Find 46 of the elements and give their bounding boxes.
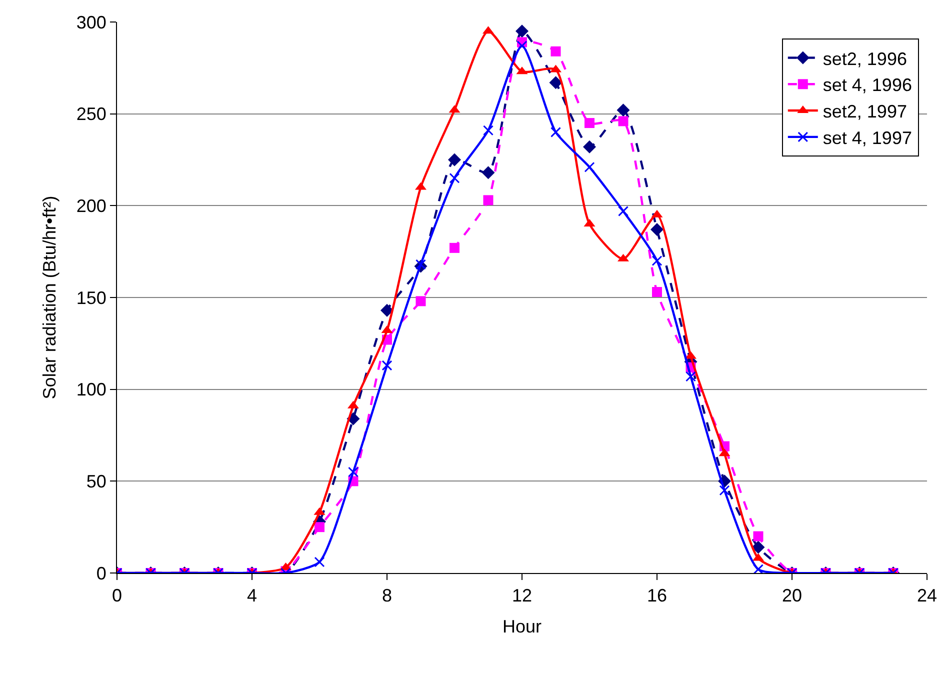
point [516,24,528,38]
point [753,564,764,573]
x-tick-label: 24 [916,586,938,606]
point [416,259,426,270]
point [516,40,528,52]
point [483,195,494,206]
point [380,304,394,317]
point [416,296,426,306]
legend-label: set2, 1997 [822,102,907,122]
y-tick-label: 100 [76,380,106,400]
point [584,118,594,128]
y-axis-title: Solar radiation (Btu/hr•ft²) [40,196,60,400]
legend-label: set 4, 1997 [822,128,912,148]
x-tick-label: 12 [512,586,532,606]
point [482,166,495,180]
legend-label: set 4, 1996 [822,75,912,96]
point [618,116,628,126]
point [450,242,460,253]
x-axis-title: Hour [502,616,542,637]
y-tick-label: 250 [76,104,106,124]
y-tick-label: 150 [76,288,106,308]
point [549,76,562,90]
x-tick-label: 0 [112,586,122,606]
y-tick-label: 300 [76,12,106,32]
point [382,360,392,371]
x-tick-label: 8 [382,586,392,606]
point [483,125,494,136]
point [550,126,561,138]
y-tick-label: 200 [76,196,106,216]
point [448,153,461,166]
y-tick-label: 0 [96,563,106,584]
legend-label: set2, 1996 [822,48,907,69]
x-tick-label: 4 [246,586,258,606]
x-tick-label: 16 [646,586,668,606]
point [583,140,596,154]
point [550,46,561,56]
y-tick-label: 50 [86,471,106,492]
point [652,286,662,297]
x-tick-label: 20 [782,586,802,606]
point [584,162,595,172]
point [686,371,696,382]
point [650,223,664,236]
point [449,172,460,184]
point [618,206,628,216]
point [616,104,630,117]
point [652,256,662,266]
